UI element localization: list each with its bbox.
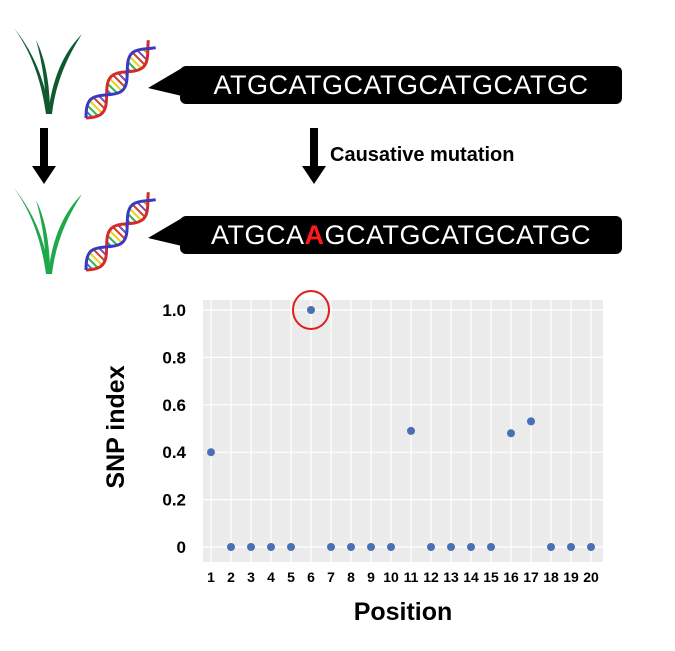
snp-index-chart: 00.20.40.60.81.01 2 3 4 5 6 7 8 9 10 11 12 13 14 15 16 1…	[102, 290, 603, 626]
x-tick-label: 14	[463, 569, 479, 585]
mutant-base: A	[304, 219, 325, 250]
data-point	[487, 543, 495, 551]
x-tick-label: 20	[583, 569, 599, 585]
data-point	[387, 543, 395, 551]
data-point	[587, 543, 595, 551]
dna-helix-icon	[84, 40, 156, 120]
x-tick-label: 8	[347, 569, 355, 585]
data-point	[547, 543, 555, 551]
x-tick-label: 5	[287, 569, 295, 585]
data-point	[227, 543, 235, 551]
mutation-label: Causative mutation	[330, 144, 515, 166]
data-point	[287, 543, 295, 551]
x-tick-label: 7	[327, 569, 335, 585]
data-point	[467, 543, 475, 551]
x-tick-label: 13	[443, 569, 459, 585]
x-axis-label: Position	[354, 598, 453, 626]
down-arrow-right	[302, 128, 326, 184]
x-tick-label: 15	[483, 569, 499, 585]
data-point	[567, 543, 575, 551]
x-tick-label: 18	[543, 569, 559, 585]
data-point	[347, 543, 355, 551]
y-tick-label: 1.0	[162, 301, 186, 320]
original-sequence: ATGCATGCATGCATGCATGC	[180, 66, 622, 104]
data-point	[327, 543, 335, 551]
data-point	[367, 543, 375, 551]
dna-helix-icon	[84, 192, 156, 272]
parent-plant-icon	[14, 28, 82, 114]
data-point	[527, 417, 535, 426]
mutant-plant-icon	[14, 188, 82, 274]
highlight-circle	[292, 290, 330, 330]
x-tick-label: 19	[563, 569, 579, 585]
down-arrow-left	[32, 128, 56, 184]
plot-area	[203, 300, 603, 562]
x-tick-label: 4	[267, 569, 275, 585]
y-tick-label: 0.4	[162, 443, 186, 462]
data-point	[447, 543, 455, 551]
callout-pointer	[148, 68, 182, 96]
x-tick-label: 6	[307, 569, 315, 585]
x-tick-label: 12	[423, 569, 439, 585]
data-point	[207, 448, 215, 457]
y-axis-label: SNP index	[102, 365, 130, 488]
x-tick-label: 1	[207, 569, 215, 585]
x-tick-label: 3	[247, 569, 255, 585]
y-tick-label: 0.2	[162, 491, 186, 510]
x-tick-label: 11	[404, 569, 419, 585]
x-tick-label: 10	[383, 569, 399, 585]
mutant-sequence-suffix: GCATGCATGCATGC	[324, 219, 591, 250]
mutant-sequence-prefix: ATGCA	[210, 219, 305, 250]
callout-pointer	[148, 218, 182, 246]
y-tick-label: 0	[177, 538, 186, 557]
y-tick-label: 0.6	[162, 396, 186, 415]
data-point	[267, 543, 275, 551]
x-tick-label: 17	[523, 569, 539, 585]
x-tick-label: 16	[503, 569, 519, 585]
data-point	[507, 429, 515, 438]
data-point	[307, 306, 315, 314]
y-tick-label: 0.8	[162, 348, 186, 367]
x-tick-label: 9	[367, 569, 375, 585]
x-tick-label: 2	[227, 569, 235, 585]
mutant-sequence: ATGCA A GCATGCATGCATGC	[180, 216, 622, 254]
data-point	[247, 543, 255, 551]
original-sequence-text: ATGCATGCATGCATGCATGC	[213, 69, 589, 100]
data-point	[427, 543, 435, 551]
data-point	[407, 426, 415, 435]
